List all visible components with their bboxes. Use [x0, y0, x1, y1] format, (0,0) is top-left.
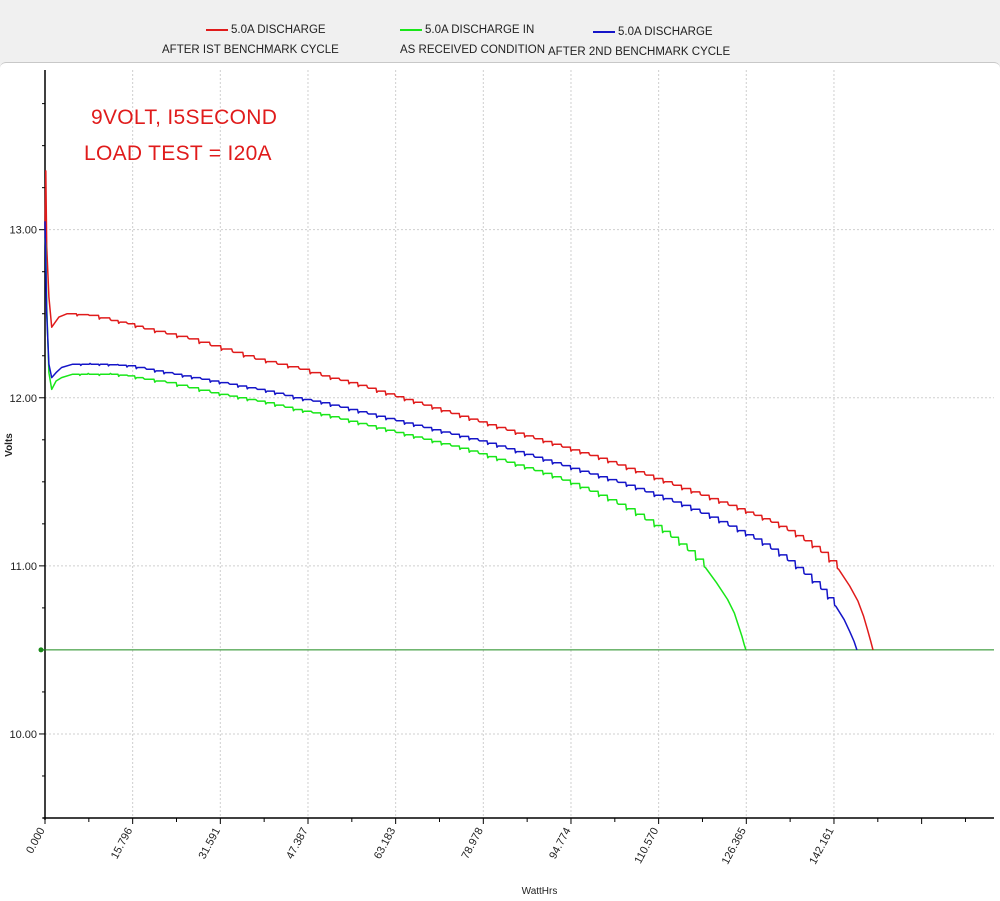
- y-axis-label: Volts: [4, 433, 15, 457]
- x-tick-label: 15.796: [109, 826, 135, 861]
- annotation-line1: 9VOLT, I5SECOND: [91, 106, 278, 129]
- x-axis-label: WattHrs: [522, 886, 558, 897]
- legend: 5.0A DISCHARGE AFTER IST BENCHMARK CYCLE…: [0, 0, 1000, 64]
- legend-label-line1: 5.0A DISCHARGE: [618, 26, 713, 38]
- legend-item-green: 5.0A DISCHARGE IN AS RECEIVED CONDITION: [400, 20, 545, 60]
- y-tick-label: 13.00: [9, 225, 37, 237]
- y-tick-label: 11.00: [10, 561, 37, 573]
- blue-line-swatch-icon: [593, 31, 615, 33]
- legend-item-blue: 5.0A DISCHARGE AFTER 2ND BENCHMARK CYCLE: [548, 22, 730, 62]
- x-tick-label: 126.365: [720, 826, 749, 867]
- plot-area-panel: [0, 62, 1000, 901]
- x-tick-label: 94.774: [547, 826, 573, 861]
- legend-item-red: 5.0A DISCHARGE AFTER IST BENCHMARK CYCLE: [162, 20, 339, 60]
- x-tick-label: 110.570: [632, 826, 661, 866]
- series-line-3: [44, 221, 858, 651]
- legend-label-line2: AFTER IST BENCHMARK CYCLE: [162, 44, 339, 56]
- x-tick-label: 63.183: [372, 826, 398, 861]
- x-tick-label: 142.161: [807, 826, 836, 867]
- y-tick-label: 12.00: [9, 393, 37, 405]
- legend-label-line2: AS RECEIVED CONDITION: [400, 44, 546, 56]
- cutoff-marker: [38, 647, 44, 653]
- legend-label-line2: AFTER 2ND BENCHMARK CYCLE: [548, 46, 731, 58]
- y-tick-label: 10.00: [9, 729, 37, 741]
- annotation-line2: LOAD TEST = I20A: [84, 142, 272, 165]
- x-tick-label: 0.000: [24, 826, 48, 856]
- x-tick-label: 78.978: [460, 826, 486, 861]
- x-tick-label: 31.591: [197, 826, 223, 861]
- x-tick-label: 47.387: [284, 826, 310, 861]
- series-line-2: [44, 238, 747, 651]
- legend-label-line1: 5.0A DISCHARGE IN: [425, 24, 535, 36]
- red-line-swatch-icon: [206, 29, 228, 31]
- legend-label-line1: 5.0A DISCHARGE: [231, 24, 326, 36]
- series-line-1: [44, 170, 874, 651]
- green-line-swatch-icon: [400, 29, 422, 31]
